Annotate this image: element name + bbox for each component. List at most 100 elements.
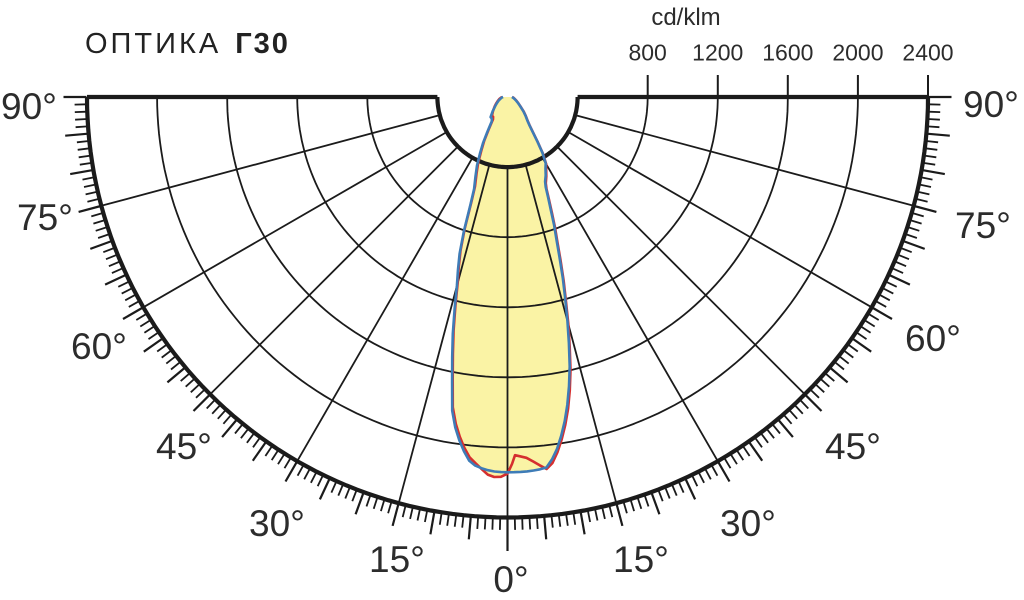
angle-tick--29deg (296, 464, 305, 477)
angle-tick-76deg (915, 198, 928, 203)
angle-tick--45deg (192, 393, 211, 412)
angle-tick--67deg (108, 260, 121, 268)
angle-tick--23deg (337, 484, 344, 496)
angle-tick-31deg (723, 457, 732, 469)
angle-tick-66deg (891, 267, 904, 274)
angle-tick--31deg (283, 457, 292, 469)
angle-tick--14deg (401, 505, 407, 518)
angle-tick-18deg (636, 497, 643, 510)
angle-tick--56deg (147, 331, 160, 340)
blue-curve (450, 95, 571, 474)
angle-tick-63deg (882, 287, 894, 295)
angle-tick--40deg (221, 418, 238, 438)
angle-tick--38deg (240, 428, 250, 439)
angle-tick-8deg (565, 513, 569, 526)
angle-tick--41deg (222, 414, 232, 425)
angle-tick--82deg (78, 154, 91, 159)
angle-tick--76deg (87, 198, 100, 203)
angle-label-0: 90° (1, 86, 57, 127)
angle-tick-78deg (919, 183, 932, 188)
angle-tick-54deg (847, 343, 859, 353)
angle-tick-35deg (748, 441, 764, 462)
angle-tick-73deg (909, 219, 922, 225)
angle-tick-47deg (814, 383, 825, 393)
angle-tick-30deg (717, 461, 731, 483)
angle-label-6: 0° (493, 559, 529, 600)
angle-label-12: 90° (963, 84, 1019, 125)
angle-tick-45deg (804, 393, 823, 412)
angle-tick--27deg (310, 471, 318, 484)
angle-tick-64deg (885, 280, 898, 288)
angle-tick--79deg (82, 176, 95, 181)
angle-tick--26deg (316, 475, 324, 487)
angle-tick-82deg (924, 154, 937, 159)
angle-tick-23deg (671, 484, 678, 496)
angle-tick--13deg (409, 506, 414, 520)
angle-tick-44deg (799, 399, 809, 410)
scale-label-2400: 2400 (902, 39, 954, 66)
angle-tick--28deg (303, 468, 311, 480)
angle-tick-14deg (608, 505, 614, 518)
title-optics-code: Г30 (235, 28, 290, 60)
angle-tick--4deg (476, 516, 479, 529)
angle-label-9: 45° (825, 426, 881, 467)
angle-tick--71deg (97, 233, 110, 239)
angle-tick--21deg (351, 489, 358, 502)
angle-tick--80deg (70, 169, 94, 176)
angle-tick-29deg (710, 464, 719, 477)
angle-tick--69deg (102, 247, 115, 254)
angle-tick-62deg (878, 293, 891, 302)
angle-tick--11deg (424, 510, 429, 523)
angle-tick--34deg (264, 445, 273, 457)
angle-tick--48deg (185, 378, 196, 388)
angle-tick-10deg (579, 511, 586, 535)
scale-label-1600: 1600 (762, 39, 814, 66)
angle-tick-12deg (594, 508, 599, 521)
angle-tick--59deg (135, 313, 148, 321)
angle-tick-13deg (601, 506, 606, 520)
angle-tick-69deg (900, 247, 913, 254)
angle-label-4: 30° (249, 503, 305, 544)
angle-tick--49deg (180, 372, 191, 382)
angle-tick--61deg (128, 300, 140, 308)
angle-tick-16deg (622, 501, 628, 514)
page-title: ОПТИКА Г30 (85, 28, 290, 61)
angle-tick-27deg (697, 471, 705, 484)
angle-tick--36deg (252, 437, 261, 448)
angle-tick-49deg (824, 372, 835, 382)
angle-tick--6deg (461, 515, 465, 528)
angle-tick-61deg (875, 300, 887, 308)
angle-tick-46deg (809, 388, 820, 399)
angle-tick-38deg (765, 428, 775, 439)
angle-tick-60deg (871, 306, 893, 320)
angle-tick-22deg (664, 486, 671, 499)
angle-tick--62deg (124, 293, 137, 302)
angle-tick--73deg (93, 219, 106, 225)
angle-tick-87deg (927, 118, 940, 121)
angle-tick-68deg (897, 253, 910, 261)
angle-tick-50deg (829, 366, 849, 384)
angle-tick--50deg (166, 366, 186, 384)
angle-tick-17deg (629, 499, 635, 512)
angle-tick-51deg (834, 361, 845, 371)
angle-tick--83deg (77, 147, 90, 151)
angle-tick-71deg (905, 233, 918, 239)
angle-tick--10deg (429, 511, 436, 535)
angle-label-11: 75° (955, 205, 1011, 246)
angle-tick--15deg (391, 503, 400, 527)
angle-tick--43deg (211, 404, 222, 415)
angle-tick--84deg (76, 140, 89, 144)
angle-tick-65deg (888, 273, 911, 286)
angle-tick--24deg (330, 481, 338, 493)
angle-tick--25deg (318, 478, 331, 500)
radial-line--15deg (397, 164, 491, 504)
angle-tick--30deg (284, 461, 298, 483)
angle-tick--42deg (217, 409, 227, 420)
angle-label-2: 60° (71, 326, 127, 367)
unit-label: cd/klm (651, 4, 721, 31)
angle-tick--39deg (234, 423, 244, 435)
angle-tick--74deg (91, 212, 104, 218)
angle-tick-3deg (528, 517, 532, 530)
